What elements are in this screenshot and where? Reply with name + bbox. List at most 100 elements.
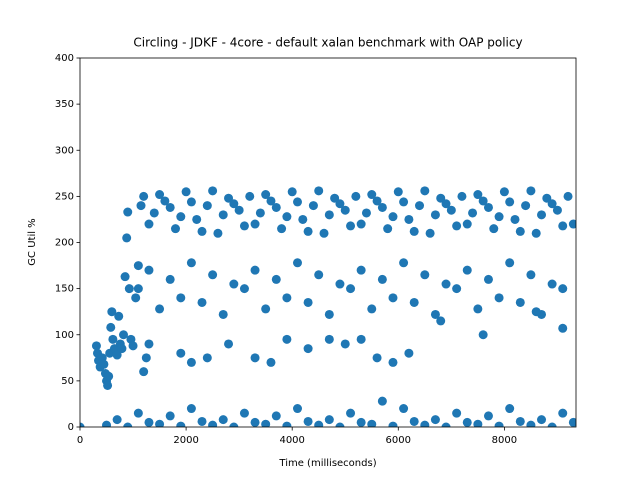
point (505, 258, 515, 268)
point (409, 416, 419, 426)
point (108, 334, 118, 344)
point (420, 186, 430, 196)
point (104, 371, 114, 381)
point (505, 197, 515, 207)
point (531, 307, 541, 317)
point (340, 339, 350, 349)
point (165, 274, 175, 284)
point (483, 411, 493, 421)
point (124, 284, 134, 294)
point (282, 293, 292, 303)
point (558, 221, 568, 231)
point (446, 205, 456, 215)
point (505, 404, 515, 414)
point (515, 297, 525, 307)
x-tick-label: 0 (77, 435, 83, 446)
point (112, 415, 122, 425)
point (420, 420, 430, 427)
point (457, 191, 467, 201)
point (494, 421, 504, 427)
point (383, 224, 393, 234)
point (372, 353, 382, 363)
point (303, 416, 313, 426)
x-tick-label: 6000 (386, 435, 411, 446)
point (282, 212, 292, 222)
point (218, 415, 228, 425)
point (144, 265, 154, 275)
point (335, 199, 345, 209)
point (250, 265, 260, 275)
point (99, 359, 109, 369)
point (245, 191, 255, 201)
point (208, 420, 218, 427)
point (303, 344, 313, 354)
point (192, 214, 202, 224)
point (404, 348, 414, 358)
point (131, 293, 141, 303)
point (483, 274, 493, 284)
point (377, 202, 387, 212)
point (462, 417, 472, 427)
point (568, 417, 576, 427)
point (176, 421, 186, 427)
chart-title: Circling - JDKF - 4core - default xalan … (133, 36, 522, 50)
point (319, 228, 329, 238)
point (388, 357, 398, 367)
point (335, 422, 345, 427)
point (128, 341, 138, 351)
point (399, 258, 409, 268)
point (324, 334, 334, 344)
point (441, 422, 451, 427)
point (388, 293, 398, 303)
point (292, 258, 302, 268)
point (261, 419, 271, 427)
point (218, 210, 228, 220)
point (452, 221, 462, 231)
point (133, 284, 143, 294)
point (552, 205, 562, 215)
point (224, 339, 234, 349)
point (144, 219, 154, 229)
y-tick-label: 0 (68, 422, 74, 433)
point (139, 191, 149, 201)
point (133, 261, 143, 271)
point (441, 199, 451, 209)
point (234, 205, 244, 215)
point (452, 284, 462, 294)
point (489, 224, 499, 234)
point (335, 279, 345, 289)
point (250, 417, 260, 427)
point (160, 196, 170, 206)
y-tick-label: 300 (55, 145, 74, 156)
point (346, 284, 356, 294)
point (314, 186, 324, 196)
point (372, 196, 382, 206)
point (356, 265, 366, 275)
point (473, 419, 483, 427)
point (531, 228, 541, 238)
point (277, 224, 287, 234)
point (324, 309, 334, 319)
point (409, 226, 419, 236)
point (106, 322, 116, 332)
point (346, 408, 356, 418)
point (430, 210, 440, 220)
point (526, 270, 536, 280)
point (123, 422, 133, 427)
point (271, 202, 281, 212)
plot-frame (79, 57, 577, 428)
point (356, 334, 366, 344)
point (122, 233, 132, 243)
point (112, 350, 122, 360)
point (149, 208, 159, 218)
point (425, 228, 435, 238)
point (324, 210, 334, 220)
point (133, 408, 143, 418)
point (303, 226, 313, 236)
point (415, 201, 425, 211)
point (436, 316, 446, 326)
point (308, 201, 318, 211)
point (197, 297, 207, 307)
point (409, 297, 419, 307)
